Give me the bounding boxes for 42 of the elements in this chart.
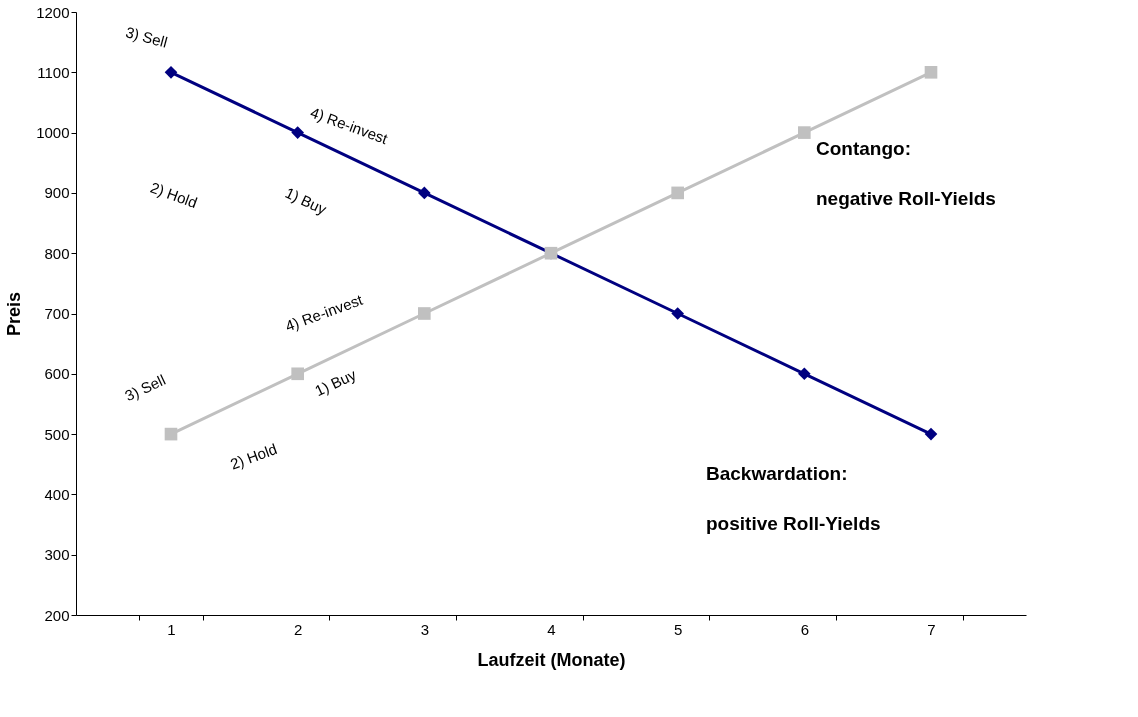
y-tick-label: 200 (44, 606, 70, 624)
y-tick-label: 700 (44, 305, 70, 322)
x-tick-label: 5 (673, 620, 683, 638)
annotation: 1) Buy (312, 365, 360, 400)
point (291, 126, 304, 139)
y-tick-label: 1100 (37, 63, 70, 81)
annotation: 3) Sell (123, 23, 170, 51)
annotation: 2) Hold (148, 178, 200, 212)
point (798, 367, 811, 381)
point (924, 427, 938, 441)
x-tick-label: 4 (547, 620, 556, 638)
point (164, 427, 178, 441)
y-tick-label: 1000 (36, 124, 70, 142)
x-tick-label: 1 (167, 620, 176, 638)
y-tick-label: 300 (44, 546, 70, 564)
y-tick-label: 800 (44, 244, 70, 262)
x-tick-label: 2 (293, 620, 303, 638)
annotation: Contango: (816, 138, 911, 159)
annotation: 3) Sell (122, 370, 168, 405)
annotation: 2) Hold (227, 440, 280, 473)
x-axis-title: Laufzeit (Monate) (477, 649, 626, 670)
x-tick-label: 7 (927, 620, 936, 638)
annotation: positive Roll-Yields (706, 513, 881, 534)
point (291, 367, 304, 381)
point (671, 186, 684, 200)
annotation: Backwardation: (706, 463, 848, 484)
annotation: negative Roll-Yields (816, 188, 996, 209)
point (418, 307, 431, 320)
point (924, 65, 938, 79)
y-tick-label: 900 (44, 184, 70, 202)
point (798, 126, 811, 139)
y-axis-title: Preis (4, 291, 25, 337)
point (418, 186, 431, 200)
point (671, 307, 684, 320)
y-tick-label: 400 (44, 485, 70, 503)
x-tick-label: 6 (800, 620, 810, 638)
y-tick-label: 500 (44, 425, 70, 443)
point (164, 65, 178, 79)
y-tick-label: 600 (44, 365, 70, 383)
x-tick-label: 3 (420, 620, 430, 638)
annotation: 1) Buy (282, 183, 330, 218)
y-tick-label: 1200 (36, 3, 70, 21)
